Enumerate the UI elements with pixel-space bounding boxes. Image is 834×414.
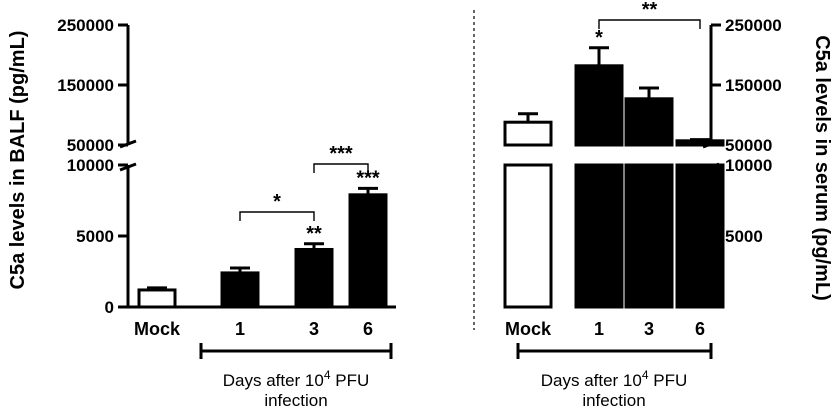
balf-y-tick-label: 150000 [57,76,114,95]
balf-comparison-bracket [239,211,315,221]
serum-bar-upper [503,120,553,147]
balf-significance-stars: ** [306,223,322,245]
serum-y-tick-label: 10000 [725,156,772,175]
right-group-label-line1: Days after 104 PFU [541,368,688,390]
serum-y-tick-label: 250000 [725,16,782,35]
serum-bar-upper [574,64,624,147]
serum-bar-lower [624,163,674,309]
balf-y-tick-label: 50000 [67,136,114,155]
balf-bar [348,193,388,309]
serum-y-tick-label: 5000 [725,227,763,246]
serum-y-tick-label: 150000 [725,76,782,95]
balf-category-label: 6 [363,319,373,339]
serum-bar-upper [675,139,725,147]
right-y-axis-title: C5a levels in serum (pg/mL) [811,35,833,301]
serum-y-tick-label: 50000 [725,136,772,155]
serum-category-label: 6 [695,319,705,339]
serum-category-label: 1 [594,319,604,339]
left-y-axis-title: C5a levels in BALF (pg/mL) [7,31,29,290]
balf-bar [294,247,334,309]
serum-bar-lower [574,163,624,309]
left-group-label-line2: infection [264,391,327,410]
right-group-label-line2: infection [582,391,645,410]
serum-category-label: Mock [505,319,552,339]
serum-bar-lower [503,163,553,309]
balf-bar [137,288,177,309]
balf-category-label: 3 [309,319,319,339]
balf-bar [220,271,260,309]
right-group-bracket [516,343,713,359]
balf-comparison-label: * [273,191,281,213]
serum-significance-stars: * [595,27,603,49]
serum-comparison-label: ** [642,0,658,21]
serum-bar-lower [675,163,725,309]
serum-bar-upper [624,97,674,147]
balf-comparison-label: *** [329,143,353,165]
left-group-bracket [199,343,393,359]
balf-significance-stars: *** [356,167,380,189]
balf-y-tick-label: 5000 [76,227,114,246]
serum-comparison-bracket [598,19,701,29]
left-group-label-line1: Days after 104 PFU [223,368,370,390]
balf-y-tick-label: 10000 [67,156,114,175]
balf-y-tick-label: 250000 [57,16,114,35]
balf-y-tick-label: 0 [105,298,114,317]
balf-category-label: Mock [134,319,181,339]
balf-comparison-bracket [313,163,369,173]
serum-category-label: 3 [644,319,654,339]
balf-category-label: 1 [235,319,245,339]
